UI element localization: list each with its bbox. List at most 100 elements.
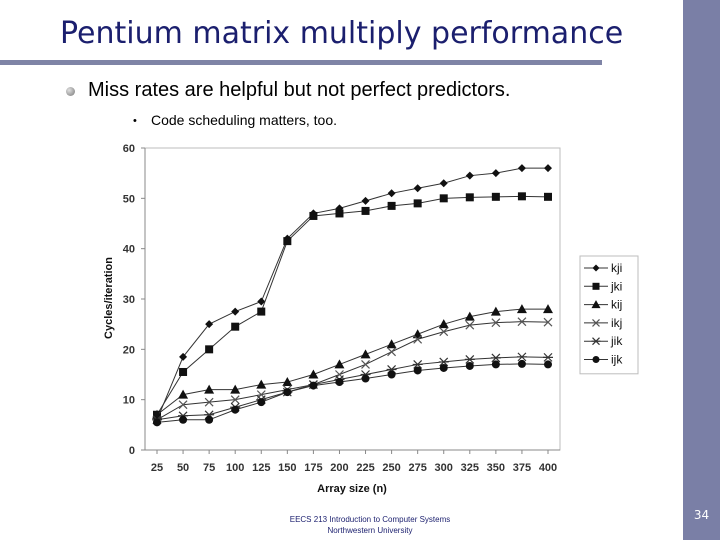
series-line-ijk (156, 363, 549, 423)
series-kji (153, 164, 552, 424)
y-axis-ticks: 0 10 20 30 40 50 60 (123, 143, 145, 457)
data-point-jki (257, 307, 266, 316)
legend-label-jki: jki (610, 279, 622, 293)
data-point-jki (231, 322, 240, 331)
data-point-jki (439, 194, 448, 203)
data-point-jki (413, 199, 422, 208)
y-axis-title: Cycles/iteration (103, 257, 115, 339)
legend: kji jki kij ikj jik ijk (579, 255, 639, 375)
data-point-jki (283, 237, 292, 246)
data-point-kij (282, 377, 293, 387)
footer: EECS 213 Introduction to Computer System… (270, 514, 470, 536)
y-tick-label: 0 (129, 445, 135, 457)
bullet-text: Miss rates are helpful but not perfect p… (88, 79, 511, 101)
data-point-kij (204, 384, 215, 394)
data-point-ijk (361, 374, 370, 383)
data-point-ikj (230, 395, 240, 405)
data-point-kji (544, 164, 552, 173)
y-tick-label: 50 (123, 193, 135, 205)
data-point-ikj (491, 318, 501, 328)
data-point-jki (544, 192, 552, 201)
footer-university: Northwestern University (327, 526, 413, 535)
legend-marker-kji (592, 264, 600, 272)
legend-marker-ijk (592, 356, 600, 363)
slide-number: 34 (693, 508, 710, 522)
x-tick-label: 325 (461, 462, 479, 474)
data-point-ijk (309, 381, 318, 390)
series-line-jki (156, 195, 549, 416)
data-point-jki (517, 192, 526, 201)
data-point-kij (543, 304, 553, 314)
y-tick-label: 10 (123, 395, 135, 407)
legend-label-ijk: ijk (611, 353, 623, 367)
legend-label-kji: kji (611, 261, 622, 275)
series-ijk (153, 359, 552, 427)
data-point-ikj (178, 400, 188, 410)
data-point-ijk (465, 361, 474, 370)
data-point-kij (360, 349, 371, 359)
series-line-kji (156, 167, 548, 420)
data-point-ijk (231, 405, 240, 414)
x-axis-title: Array size (n) (317, 483, 387, 495)
x-tick-label: 25 (151, 462, 163, 474)
data-point-ikj (204, 397, 214, 407)
legend-marker-kij (591, 300, 601, 309)
data-point-ikj (439, 327, 449, 337)
data-point-kij (490, 306, 501, 316)
legend-marker-jki (592, 282, 600, 290)
data-point-ijk (257, 398, 266, 407)
y-tick-label: 30 (123, 294, 135, 306)
data-point-ijk (491, 360, 500, 369)
data-point-kij (256, 379, 267, 389)
legend-label-kij: kij (611, 298, 622, 312)
data-point-jki (387, 201, 396, 210)
data-point-kji (439, 179, 448, 188)
data-point-kji (231, 307, 240, 316)
data-point-jki (465, 193, 474, 202)
data-point-kij (516, 304, 527, 314)
data-point-jik (543, 352, 553, 362)
data-point-ijk (517, 359, 526, 368)
data-point-ikj (517, 317, 527, 327)
x-tick-label: 350 (487, 462, 505, 474)
plot-area (144, 147, 561, 451)
x-tick-label: 200 (330, 462, 348, 474)
x-tick-label: 250 (382, 462, 400, 474)
data-point-ijk (544, 360, 552, 369)
sub-bullet-text: Code scheduling matters, too. (151, 112, 337, 128)
data-point-jki (335, 209, 344, 218)
data-point-ikj (361, 360, 370, 369)
data-point-jik (438, 357, 449, 367)
x-tick-label: 150 (278, 462, 296, 474)
data-point-kji (413, 184, 422, 193)
bullet-icon (66, 87, 75, 96)
series-line-jik (156, 356, 549, 421)
x-tick-label: 100 (226, 462, 244, 474)
legend-label-jik: jik (610, 334, 623, 348)
data-point-kij (464, 311, 475, 321)
y-tick-label: 60 (123, 143, 135, 155)
data-point-ikj (387, 347, 397, 357)
legend-label-ikj: ikj (611, 316, 622, 330)
slide-title: Pentium matrix multiply performance (60, 16, 624, 51)
x-tick-label: 225 (356, 462, 374, 474)
sub-bullet-icon: • (133, 115, 137, 127)
x-axis-ticks: 25 50 75 100 125 150 175 200 225 250 275 300 325 350 3… (151, 450, 557, 474)
data-point-kij (438, 319, 449, 329)
data-point-jik (412, 360, 423, 369)
x-tick-label: 50 (177, 462, 189, 474)
x-tick-label: 400 (539, 462, 557, 474)
data-point-kij (386, 339, 397, 349)
data-point-kij (334, 359, 345, 369)
series-line-kij (156, 308, 548, 416)
data-point-jki (205, 345, 214, 354)
series-layer (152, 164, 553, 427)
x-tick-label: 375 (513, 462, 531, 474)
data-point-ijk (205, 415, 214, 424)
data-point-kji (491, 169, 500, 178)
data-point-ikj (543, 317, 553, 327)
y-tick-label: 20 (123, 344, 135, 356)
right-sidebar (683, 0, 720, 540)
